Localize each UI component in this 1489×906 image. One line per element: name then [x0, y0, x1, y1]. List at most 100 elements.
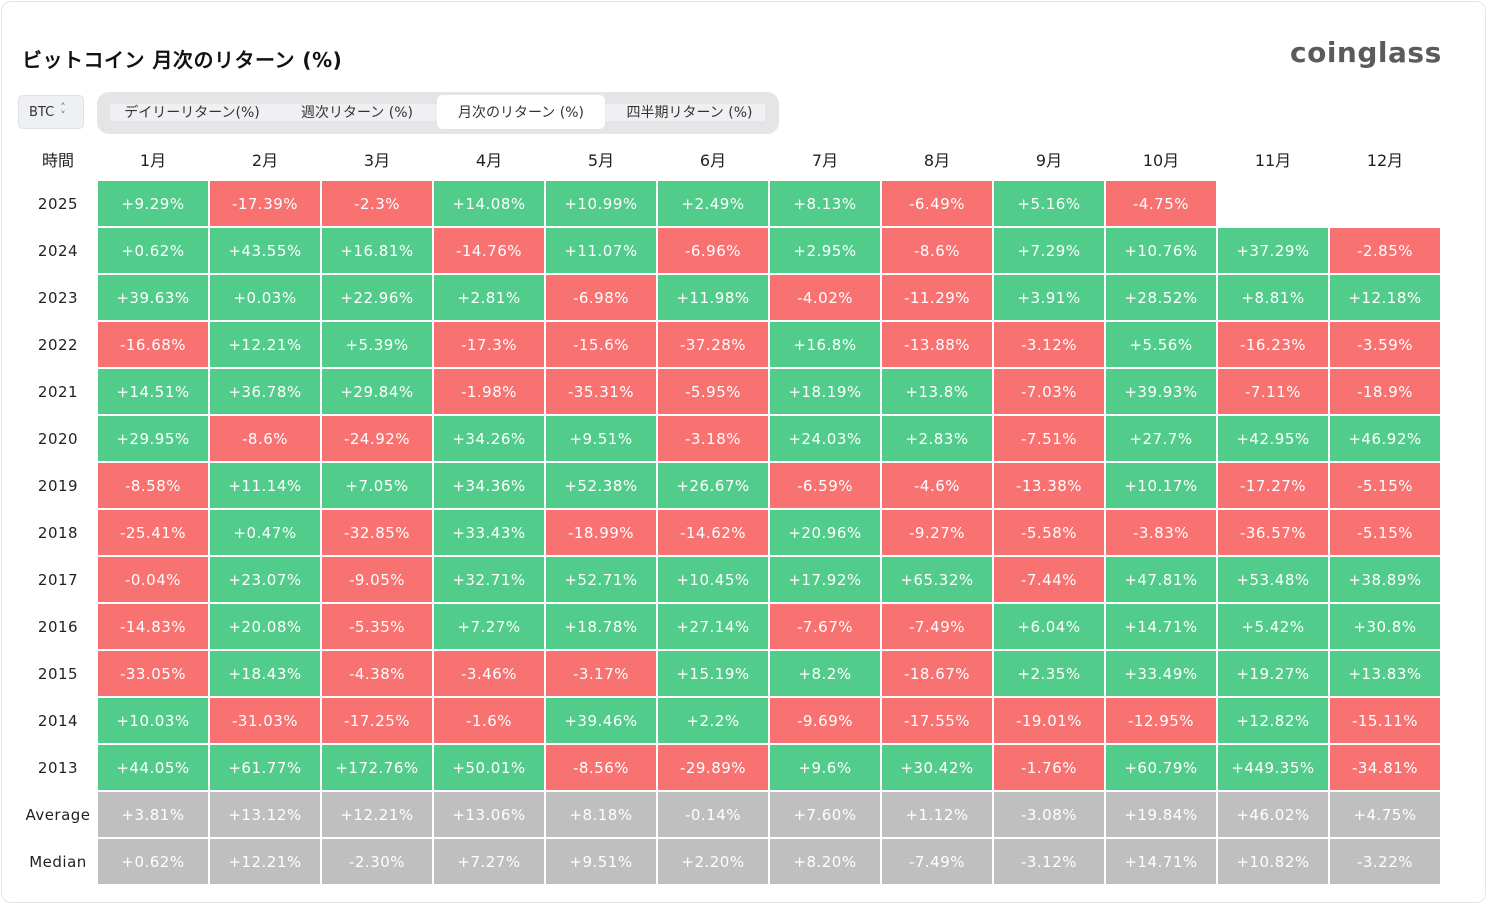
tab-monthly-return[interactable]: 月次のリターン (%) — [437, 95, 605, 129]
return-cell: +19.84% — [1106, 792, 1216, 837]
summary-row: Median +0.62% +12.21% -2.30% +7.27% +9.51% +2.… — [20, 839, 1440, 884]
return-cell: +15.19% — [658, 651, 768, 696]
return-cell: -19.01% — [994, 698, 1104, 743]
return-cell: +0.03% — [210, 275, 320, 320]
month-header: 8月 — [923, 150, 951, 170]
return-cell: +6.04% — [994, 604, 1104, 649]
return-cell: +53.48% — [1218, 557, 1328, 602]
year-label: 2019 — [37, 476, 79, 495]
return-cell: +8.81% — [1218, 275, 1328, 320]
asset-select[interactable]: BTC ˄ ˅ — [18, 95, 84, 129]
return-cell: +13.06% — [434, 792, 544, 837]
return-cell: -4.75% — [1106, 181, 1216, 226]
return-cell: +24.03% — [770, 416, 880, 461]
return-period-tabs: デイリーリターン(%) 週次リターン (%) 月次のリターン (%) 四半期リタ… — [97, 92, 779, 134]
return-cell: -36.57% — [1218, 510, 1328, 555]
month-header: 7月 — [811, 150, 839, 170]
tab-quarterly-return[interactable]: 四半期リターン (%) — [626, 105, 753, 121]
return-cell: +11.07% — [546, 228, 656, 273]
return-cell: -6.59% — [770, 463, 880, 508]
return-cell: +9.6% — [770, 745, 880, 790]
return-cell: -2.30% — [322, 839, 432, 884]
year-row: 2017 -0.04% +23.07% -9.05% +32.71% +52.71% +10… — [20, 557, 1440, 602]
return-cell: +20.08% — [210, 604, 320, 649]
return-cell: +17.92% — [770, 557, 880, 602]
return-cell: +10.03% — [98, 698, 208, 743]
return-cell: +52.71% — [546, 557, 656, 602]
return-cell: +34.36% — [434, 463, 544, 508]
return-cell: -2.85% — [1330, 228, 1440, 273]
return-cell: +46.92% — [1330, 416, 1440, 461]
return-cell: +27.7% — [1106, 416, 1216, 461]
return-cell: -0.04% — [98, 557, 208, 602]
return-cell: -6.96% — [658, 228, 768, 273]
return-cell: +4.75% — [1330, 792, 1440, 837]
return-cell: -8.56% — [546, 745, 656, 790]
return-cell: +42.95% — [1218, 416, 1328, 461]
return-cell: +14.51% — [98, 369, 208, 414]
return-cell: +12.18% — [1330, 275, 1440, 320]
year-label: 2017 — [37, 570, 79, 589]
return-cell: +12.21% — [210, 839, 320, 884]
return-cell: -4.38% — [322, 651, 432, 696]
return-cell: +2.2% — [658, 698, 768, 743]
year-row: 2021 +14.51% +36.78% +29.84% -1.98% -35.31% -5… — [20, 369, 1440, 414]
return-cell: -17.39% — [210, 181, 320, 226]
return-cell: +29.95% — [98, 416, 208, 461]
return-cell: -13.38% — [994, 463, 1104, 508]
return-cell: +10.82% — [1218, 839, 1328, 884]
return-cell: -7.11% — [1218, 369, 1328, 414]
year-row: 2019 -8.58% +11.14% +7.05% +34.36% +52.38% +26… — [20, 463, 1440, 508]
return-cell: +5.39% — [322, 322, 432, 367]
tab-daily-return[interactable]: デイリーリターン(%) — [124, 105, 260, 121]
year-label: 2023 — [37, 288, 79, 307]
year-row: 2018 -25.41% +0.47% -32.85% +33.43% -18.99% -1… — [20, 510, 1440, 555]
return-cell: +44.05% — [98, 745, 208, 790]
return-cell: -7.49% — [882, 839, 992, 884]
tab-weekly-return[interactable]: 週次リターン (%) — [301, 105, 413, 121]
return-cell: +5.56% — [1106, 322, 1216, 367]
return-cell: +61.77% — [210, 745, 320, 790]
year-label: 2022 — [37, 335, 79, 354]
return-cell: -4.02% — [770, 275, 880, 320]
return-cell: -3.18% — [658, 416, 768, 461]
monthly-returns-table: 時間 1月 2月 3月 4月 5月 6月 7月 8月 9月 10月 11月 12月 2025 +9.29… — [18, 136, 1442, 886]
return-cell: -29.89% — [658, 745, 768, 790]
month-header: 5月 — [587, 150, 615, 170]
return-cell: -3.12% — [994, 322, 1104, 367]
return-cell: +46.02% — [1218, 792, 1328, 837]
return-cell: -9.27% — [882, 510, 992, 555]
time-column-header: 時間 — [41, 150, 74, 170]
return-cell: +50.01% — [434, 745, 544, 790]
return-cell: +3.91% — [994, 275, 1104, 320]
return-cell: -15.6% — [546, 322, 656, 367]
return-cell: +60.79% — [1106, 745, 1216, 790]
return-cell: +30.8% — [1330, 604, 1440, 649]
return-cell: -34.81% — [1330, 745, 1440, 790]
return-cell: +14.08% — [434, 181, 544, 226]
summary-label: Median — [29, 852, 87, 871]
return-cell: +1.12% — [882, 792, 992, 837]
return-cell: +28.52% — [1106, 275, 1216, 320]
return-cell: -15.11% — [1330, 698, 1440, 743]
return-cell: +2.49% — [658, 181, 768, 226]
return-cell: -6.49% — [882, 181, 992, 226]
return-cell: +2.81% — [434, 275, 544, 320]
return-cell: -16.23% — [1218, 322, 1328, 367]
return-cell: +14.71% — [1106, 839, 1216, 884]
return-cell: +10.76% — [1106, 228, 1216, 273]
return-cell: -11.29% — [882, 275, 992, 320]
return-cell: +449.35% — [1218, 745, 1328, 790]
return-cell: +13.83% — [1330, 651, 1440, 696]
year-label: 2015 — [37, 664, 79, 683]
year-label: 2013 — [37, 758, 79, 777]
return-cell: +30.42% — [882, 745, 992, 790]
return-cell: +16.8% — [770, 322, 880, 367]
return-cell: -3.22% — [1330, 839, 1440, 884]
return-cell: +11.98% — [658, 275, 768, 320]
return-cell: +12.21% — [210, 322, 320, 367]
return-cell: +33.49% — [1106, 651, 1216, 696]
return-cell: +20.96% — [770, 510, 880, 555]
return-cell: +39.46% — [546, 698, 656, 743]
return-cell: -5.95% — [658, 369, 768, 414]
